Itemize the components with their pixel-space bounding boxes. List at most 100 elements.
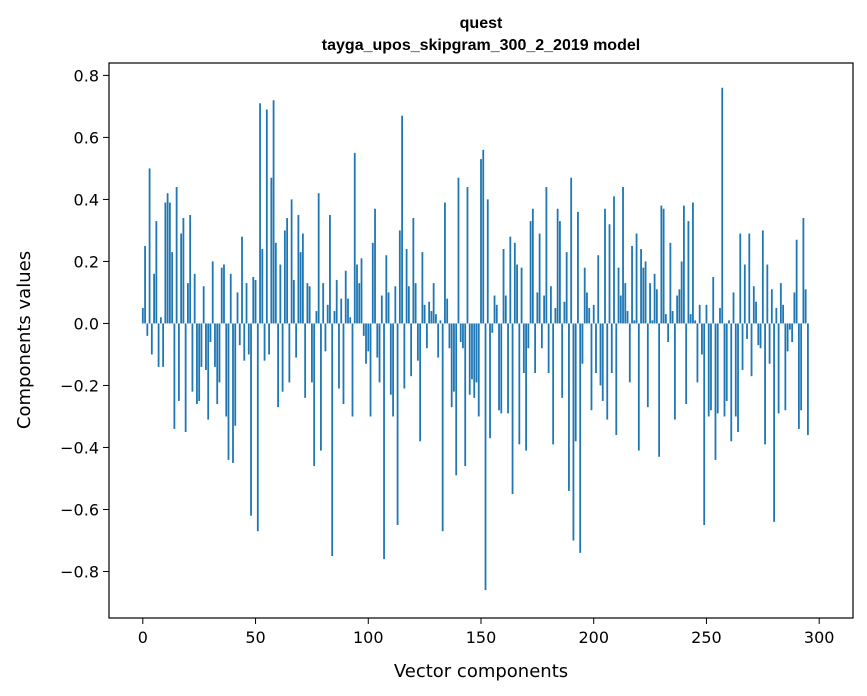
bar: [166, 193, 169, 324]
bar: [552, 323, 555, 445]
bar: [716, 323, 719, 414]
bar: [164, 202, 167, 324]
bar: [617, 267, 620, 324]
bar: [283, 230, 286, 324]
bar: [311, 323, 313, 383]
bar: [698, 304, 701, 324]
bar: [737, 323, 739, 432]
bar: [441, 323, 444, 532]
bar: [520, 267, 523, 324]
bar: [534, 323, 537, 374]
bar: [475, 323, 478, 383]
bar: [292, 280, 295, 324]
bar: [378, 323, 381, 383]
bar: [725, 323, 728, 401]
bar: [495, 304, 498, 324]
bar: [563, 301, 566, 324]
bar: [356, 264, 358, 324]
bar: [457, 177, 460, 324]
bar: [640, 249, 642, 324]
bar: [268, 323, 270, 355]
bar: [232, 323, 234, 463]
bar: [380, 295, 383, 324]
bar: [313, 323, 316, 467]
bar: [728, 320, 730, 324]
bar: [157, 323, 160, 367]
bar: [471, 323, 473, 380]
bar: [597, 255, 600, 324]
bar: [209, 323, 212, 343]
bar: [353, 152, 356, 324]
bar: [425, 323, 428, 349]
bar: [486, 199, 489, 324]
bar: [782, 304, 785, 324]
bar: [516, 264, 518, 324]
bar: [694, 320, 697, 324]
bar: [444, 202, 446, 324]
bar: [241, 236, 243, 324]
bar: [655, 289, 658, 324]
y-tick-label: 0.6: [74, 128, 99, 147]
bar: [734, 323, 737, 417]
bar: [250, 323, 252, 516]
bar: [565, 252, 568, 324]
bar: [245, 283, 248, 324]
bar: [394, 286, 397, 324]
bar: [511, 323, 514, 494]
bar: [689, 314, 692, 324]
bar: [234, 323, 237, 426]
bar: [642, 267, 645, 324]
bar: [428, 301, 431, 324]
bar: [374, 208, 376, 324]
bar: [462, 323, 464, 349]
bar: [220, 267, 223, 324]
bar: [637, 323, 640, 451]
bar: [155, 221, 158, 324]
bar: [714, 323, 717, 460]
bar: [173, 323, 176, 429]
bar: [277, 323, 279, 408]
bar: [367, 323, 370, 352]
bar: [182, 218, 185, 324]
y-tick-label: 0.2: [74, 252, 99, 271]
bar: [148, 168, 151, 324]
bar: [518, 323, 521, 445]
bar: [527, 323, 530, 349]
bar: [807, 323, 809, 436]
bar: [651, 320, 654, 324]
bar: [658, 323, 661, 457]
bar: [696, 323, 699, 383]
bar: [202, 286, 205, 324]
bar: [416, 323, 419, 361]
bar: [453, 323, 455, 392]
bar: [329, 214, 331, 324]
bar: [184, 323, 187, 432]
bar: [482, 149, 485, 324]
bar: [766, 264, 769, 324]
bar: [358, 283, 361, 324]
bar: [162, 323, 165, 367]
x-tick-label: 150: [466, 628, 497, 647]
bar: [574, 323, 577, 442]
chart-subtitle: tayga_upos_skipgram_300_2_2019 model: [322, 37, 640, 54]
bar: [613, 196, 615, 324]
bar: [741, 323, 744, 370]
bar: [610, 323, 613, 374]
bar: [797, 323, 800, 429]
bar: [455, 323, 458, 476]
bar: [423, 304, 426, 324]
bar: [150, 323, 153, 355]
y-tick-label: −0.4: [60, 438, 99, 457]
bar: [168, 202, 171, 324]
bar: [601, 323, 604, 401]
bar: [732, 292, 735, 324]
bar: [577, 211, 579, 324]
bar: [263, 323, 266, 361]
bar: [301, 233, 304, 324]
bar: [477, 323, 480, 417]
bar: [757, 323, 760, 346]
bar: [748, 233, 751, 324]
bar: [274, 242, 277, 324]
bar: [764, 323, 766, 445]
bar: [247, 323, 250, 355]
